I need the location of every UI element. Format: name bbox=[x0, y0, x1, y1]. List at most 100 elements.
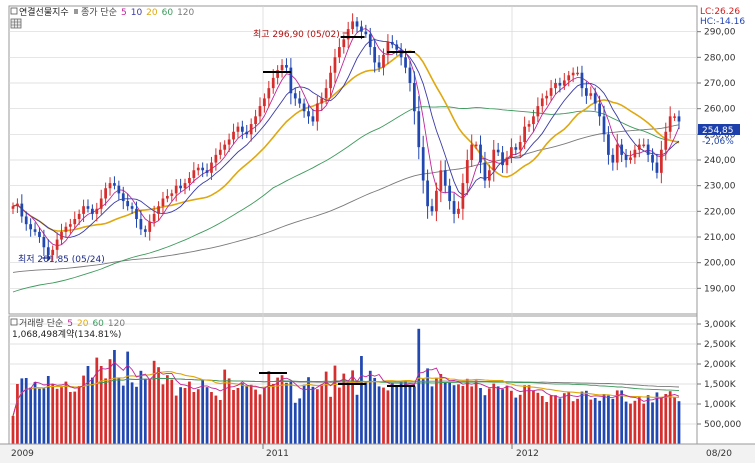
volume-bar-up bbox=[276, 377, 280, 444]
volume-bar-down bbox=[355, 394, 359, 444]
candle-up bbox=[465, 160, 469, 184]
candlestick-series bbox=[11, 13, 681, 261]
candle-up bbox=[192, 170, 196, 178]
volume-bar-up bbox=[540, 396, 544, 444]
candle-down bbox=[29, 224, 33, 230]
volume-y-tick-label: 1,000K bbox=[704, 400, 737, 410]
candle-down bbox=[285, 65, 288, 68]
volume-y-tick-label: 500,000 bbox=[704, 420, 741, 430]
candle-down bbox=[426, 180, 429, 207]
volume-bar-up bbox=[210, 392, 213, 444]
volume-bar-down bbox=[558, 398, 562, 444]
volume-bar-down bbox=[479, 388, 482, 444]
volume-bar-up bbox=[487, 388, 491, 444]
candle-up bbox=[351, 21, 354, 30]
candle-up bbox=[249, 124, 253, 135]
candle-up bbox=[329, 72, 332, 89]
volume-bar-down bbox=[593, 398, 597, 444]
candle-down bbox=[395, 44, 399, 50]
volume-bar-up bbox=[505, 385, 509, 444]
candle-down bbox=[24, 216, 28, 225]
volume-bar-up bbox=[227, 378, 231, 444]
volume-bar-up bbox=[108, 359, 112, 444]
volume-bar-up bbox=[60, 387, 63, 444]
candle-up bbox=[549, 88, 553, 96]
volume-bar-up bbox=[68, 392, 72, 444]
volume-bar-up bbox=[637, 397, 641, 444]
volume-bar-up bbox=[465, 378, 469, 444]
volume-bar-up bbox=[338, 387, 341, 444]
volume-bar-up bbox=[518, 394, 522, 444]
volume-bar-down bbox=[285, 382, 288, 444]
candle-up bbox=[527, 124, 531, 127]
volume-bar-up bbox=[192, 392, 196, 444]
volume-bar-down bbox=[302, 384, 306, 444]
volume-bar-up bbox=[214, 395, 218, 444]
volume-bar-up bbox=[77, 386, 81, 444]
volume-bar-down bbox=[46, 376, 50, 444]
grid-toggle-icon[interactable] bbox=[10, 18, 22, 29]
volume-bar-down bbox=[126, 351, 130, 444]
candle-up bbox=[174, 185, 178, 194]
volume-bar-up bbox=[633, 400, 637, 444]
volume-bar-up bbox=[571, 401, 575, 444]
candle-up bbox=[567, 75, 571, 81]
candle-up bbox=[320, 98, 324, 104]
panel-menu-icon[interactable] bbox=[10, 7, 18, 15]
candle-up bbox=[232, 131, 235, 140]
volume-bar-down bbox=[607, 395, 610, 444]
candle-up bbox=[386, 41, 390, 55]
candle-down bbox=[86, 206, 90, 209]
volume-bar-down bbox=[20, 378, 24, 444]
volume-bar-down bbox=[399, 382, 403, 444]
candle-down bbox=[289, 67, 293, 94]
volume-bar-up bbox=[254, 389, 257, 444]
candle-up bbox=[633, 149, 637, 158]
candle-up bbox=[108, 183, 112, 189]
price-y-tick-label: 280,00 bbox=[704, 53, 736, 63]
volume-bar-up bbox=[315, 389, 319, 444]
volume-bar-up bbox=[249, 384, 253, 444]
candle-down bbox=[651, 154, 654, 163]
candle-up bbox=[576, 72, 579, 75]
volume-bar-up bbox=[223, 369, 227, 444]
candle-down bbox=[677, 116, 681, 122]
candle-up bbox=[532, 116, 535, 125]
volume-bar-up bbox=[342, 373, 346, 444]
candle-up bbox=[227, 139, 231, 145]
volume-bar-up bbox=[271, 384, 275, 444]
volume-bar-down bbox=[412, 386, 416, 444]
candle-up bbox=[236, 126, 240, 132]
candle-up bbox=[271, 77, 275, 89]
volume-menu-icon[interactable] bbox=[10, 318, 18, 326]
volume-bar-up bbox=[11, 416, 15, 444]
volume-bar-down bbox=[42, 388, 46, 444]
last-price-tag: 254,85 -2,06% bbox=[698, 124, 740, 147]
volume-bar-up bbox=[549, 395, 553, 444]
candle-down bbox=[448, 185, 452, 202]
candle-up bbox=[55, 239, 59, 250]
volume-bar-down bbox=[395, 386, 399, 444]
volume-bar-up bbox=[545, 402, 549, 444]
volume-bar-up bbox=[659, 397, 663, 444]
volume-bar-up bbox=[554, 395, 557, 444]
candle-up bbox=[11, 206, 15, 209]
candle-up bbox=[505, 157, 509, 166]
volume-bar-down bbox=[121, 385, 125, 444]
volume-bar-up bbox=[673, 397, 676, 444]
volume-bar-up bbox=[188, 381, 191, 444]
volume-bar-down bbox=[421, 379, 425, 444]
candle-down bbox=[139, 219, 143, 230]
volume-bar-down bbox=[91, 377, 94, 444]
volume-bar-up bbox=[267, 371, 271, 444]
candle-up bbox=[161, 198, 165, 207]
volume-bar-up bbox=[567, 391, 571, 444]
candle-down bbox=[377, 62, 381, 68]
candle-down bbox=[364, 31, 368, 35]
volume-bar-up bbox=[589, 399, 593, 444]
volume-bar-down bbox=[611, 398, 615, 444]
candle-up bbox=[659, 149, 663, 173]
candle-down bbox=[355, 21, 359, 27]
candle-up bbox=[342, 39, 346, 48]
